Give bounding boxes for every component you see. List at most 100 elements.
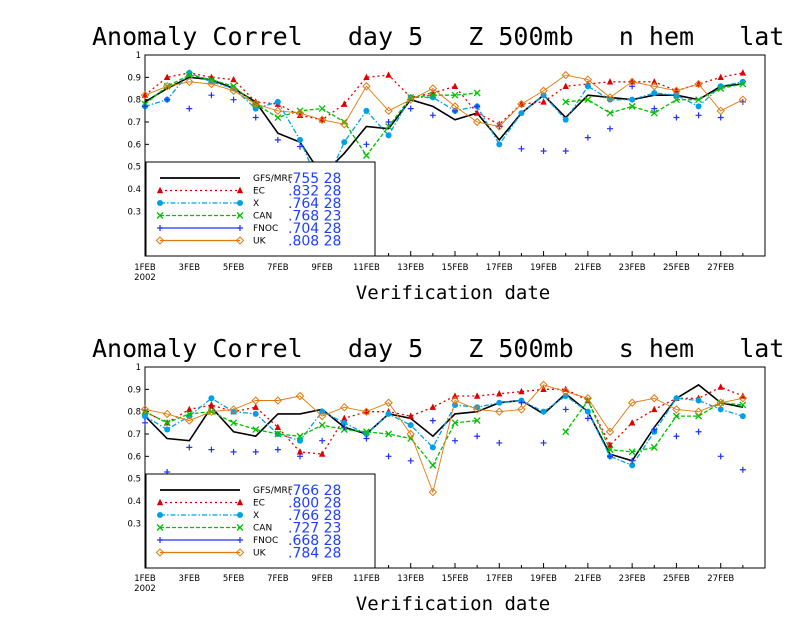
data-point: [164, 96, 171, 103]
data-point: [385, 430, 393, 438]
data-point: [496, 399, 503, 406]
data-point: [230, 82, 238, 90]
data-point: [518, 387, 525, 395]
data-point: [540, 408, 547, 415]
legend-stat: .800 28: [288, 496, 341, 512]
data-point: [208, 446, 215, 453]
data-point: [717, 453, 724, 460]
legend-marker: [156, 186, 164, 194]
legend-stat: .768 23: [288, 209, 341, 225]
data-point: [452, 401, 458, 408]
x-tick-label: 3FEB: [179, 574, 201, 584]
data-point: [606, 78, 614, 85]
data-point: [717, 406, 724, 413]
legend-entry: EC .832 28: [156, 184, 341, 200]
data-point: [319, 408, 326, 415]
data-point: [341, 419, 348, 426]
data-point: [629, 462, 636, 469]
data-point: [518, 399, 525, 406]
data-point: [561, 70, 570, 80]
data-point: [317, 115, 327, 124]
x-tick-label: 25FEB: [663, 263, 690, 273]
data-point: [517, 405, 526, 414]
data-point: [628, 102, 636, 110]
data-point: [407, 93, 415, 101]
legend-entry: FNOC .704 28: [157, 221, 341, 237]
data-point: [540, 439, 547, 446]
data-point: [297, 143, 303, 150]
legend-entry: X .766 28: [157, 508, 341, 524]
data-point: [429, 461, 437, 469]
legend-stat: .755 28: [288, 171, 341, 187]
y-tick-label: 1: [136, 51, 141, 61]
data-point: [628, 419, 636, 426]
series-line: [565, 83, 744, 114]
data-point: [627, 77, 637, 87]
data-point: [651, 105, 658, 112]
data-point: [208, 401, 215, 408]
x-tick-label: 19FEB: [530, 263, 557, 273]
panel-n-hem: Anomaly Correl day 5 Z 500mb n hem lat 2…: [92, 22, 800, 304]
x-tick-year: 2002: [134, 273, 156, 283]
data-point: [562, 428, 570, 436]
data-point: [428, 84, 438, 93]
data-point: [540, 98, 547, 105]
data-point: [628, 448, 636, 456]
data-point: [207, 76, 215, 84]
x-tick-label: 15FEB: [442, 574, 469, 584]
data-point: [385, 71, 392, 78]
legend-entry: UK .808 28: [155, 234, 341, 250]
data-point: [472, 117, 482, 127]
data-point: [363, 141, 370, 148]
series-line: [144, 74, 478, 157]
data-point: [296, 111, 304, 118]
data-point: [651, 78, 658, 85]
data-point: [673, 114, 680, 121]
data-point: [340, 120, 349, 129]
data-point: [297, 453, 303, 460]
data-point: [717, 85, 725, 92]
data-point: [562, 393, 569, 400]
data-point: [385, 410, 392, 417]
data-point: [428, 487, 438, 497]
data-point: [540, 148, 547, 155]
data-point: [451, 91, 459, 99]
data-point: [251, 99, 260, 109]
data-point: [296, 432, 304, 440]
y-tick-label: 0.8: [127, 408, 141, 418]
data-point: [650, 394, 659, 403]
data-point: [385, 453, 392, 460]
data-point: [230, 75, 237, 83]
legend-marker: [237, 225, 243, 231]
legend-label: FNOC: [253, 536, 278, 546]
data-point: [452, 437, 458, 444]
data-point: [517, 99, 526, 109]
data-point: [230, 408, 237, 415]
data-point: [186, 444, 193, 451]
legend-label: GFS/MRF: [253, 486, 293, 496]
data-point: [274, 430, 282, 438]
data-point: [208, 92, 215, 99]
legend-marker: [237, 200, 243, 206]
y-tick-label: 0.3: [127, 519, 141, 529]
data-point: [318, 105, 326, 113]
x-tick-label: 11FEB: [353, 574, 380, 584]
data-point: [673, 92, 680, 99]
data-point: [252, 114, 259, 121]
data-point: [539, 380, 548, 390]
data-point: [650, 82, 659, 91]
y-tick-label: 0.9: [127, 73, 141, 83]
series-fnoc: [142, 83, 746, 190]
legend-marker: [156, 212, 164, 219]
y-tick-label: 0.5: [127, 475, 141, 485]
data-point: [407, 457, 414, 464]
x-tick-label: 1FEB: [134, 574, 156, 584]
legend-marker: [236, 186, 244, 194]
legend-entry: CAN .768 23: [156, 209, 341, 225]
legend-label: X: [253, 199, 259, 209]
data-point: [429, 403, 437, 410]
data-point: [562, 385, 569, 393]
data-point: [561, 387, 570, 396]
data-point: [274, 423, 282, 430]
